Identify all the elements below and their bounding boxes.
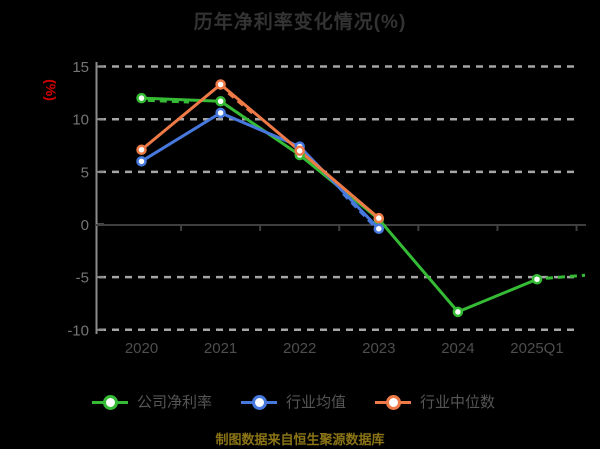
- data-point-company-net-margin-2024: [452, 306, 464, 318]
- x-axis-tick-label: 2022: [283, 340, 316, 357]
- data-point-company-net-margin-2025Q1: [531, 274, 543, 285]
- y-axis-tick-label: 5: [81, 164, 89, 181]
- legend-item-company-net-margin[interactable]: 公司净利率: [92, 393, 213, 411]
- data-point-industry-average-2023: [373, 223, 385, 234]
- x-axis-tick-label: 2020: [125, 340, 158, 357]
- data-point-industry-median-2023: [373, 212, 385, 224]
- legend: 公司净利率 行业均值 行业中位数: [0, 388, 600, 416]
- y-axis-tick-label: 10: [72, 112, 89, 129]
- series-dash-echo-industry-median: [227, 91, 258, 118]
- legend-item-industry-average[interactable]: 行业均值: [241, 393, 347, 411]
- y-axis-tick-label: -10: [67, 322, 89, 339]
- series-dash-echo-company-net-margin: [545, 273, 586, 280]
- legend-marker-icon-industry-average: [241, 394, 278, 410]
- series-line-industry-average: [140, 111, 381, 231]
- legend-dot-company-net-margin: [103, 394, 118, 410]
- series-line-industry-median: [140, 82, 381, 220]
- y-axis-tick-label: 15: [72, 59, 89, 76]
- x-axis-tick-label: 2024: [441, 340, 474, 357]
- series-dash-echo-company-net-margin: [147, 98, 190, 104]
- x-axis-tick-label: 2025Q1: [510, 340, 563, 357]
- legend-dot-industry-median: [386, 394, 402, 410]
- legend-label-company-net-margin: 公司净利率: [137, 393, 213, 411]
- legend-label-industry-average: 行业均值: [286, 393, 347, 411]
- x-axis-tick-label: 2021: [204, 340, 237, 357]
- y-axis-tick-label: 0: [81, 217, 89, 234]
- data-point-industry-average-2020: [136, 156, 147, 167]
- legend-marker-icon-company-net-margin: [92, 394, 128, 410]
- series-line-company-net-margin: [140, 96, 539, 314]
- data-point-company-net-margin-2021: [215, 96, 226, 107]
- legend-dot-industry-average: [252, 394, 268, 410]
- chart-title: 历年净利率变化情况(%): [193, 12, 407, 33]
- y-axis-tick-label: -5: [76, 270, 89, 287]
- data-point-company-net-margin-2020: [136, 92, 147, 104]
- data-point-industry-median-2020: [136, 144, 147, 155]
- series-dash-echo-industry-average: [342, 192, 375, 227]
- data-source-note: 制图数据来自恒生聚源数据库: [215, 432, 385, 447]
- x-axis-tick-label: 2023: [362, 340, 395, 357]
- legend-marker-icon-industry-median: [375, 394, 412, 410]
- data-point-industry-median-2022: [294, 145, 305, 157]
- legend-label-industry-median: 行业中位数: [420, 393, 496, 411]
- data-point-industry-average-2021: [215, 107, 226, 119]
- legend-item-industry-median[interactable]: 行业中位数: [375, 393, 496, 411]
- data-point-industry-median-2021: [215, 79, 226, 90]
